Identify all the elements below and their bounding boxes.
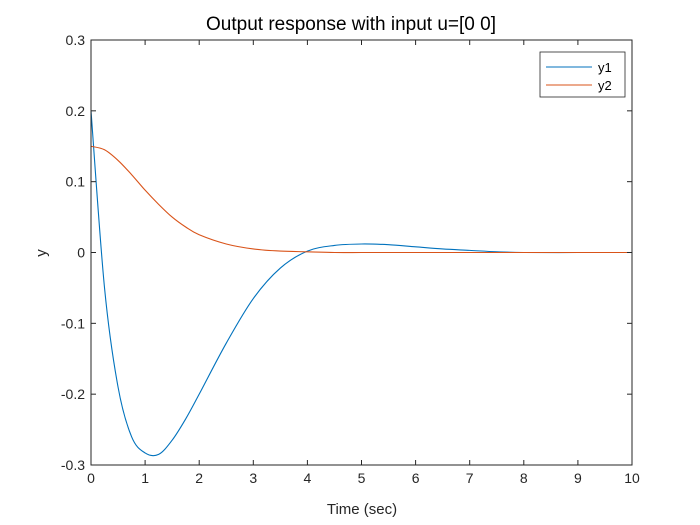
series-line-y2 <box>90 145 632 254</box>
y-tick-label: 0 <box>77 245 85 261</box>
series-layer <box>90 110 632 457</box>
y-tick-label: -0.1 <box>61 315 85 331</box>
y-tick-label: 0.3 <box>66 32 86 48</box>
x-tick-label: 8 <box>520 470 528 486</box>
x-tick-label: 5 <box>358 470 366 486</box>
y-tick-label: -0.3 <box>61 457 85 473</box>
chart-title: Output response with input u=[0 0] <box>206 14 496 35</box>
legend-box <box>539 51 626 98</box>
x-tick-label: 0 <box>87 470 95 486</box>
y-tick-label: 0.1 <box>66 174 86 190</box>
legend-label-y1: y1 <box>598 60 612 75</box>
legend-label-y2: y2 <box>598 78 612 93</box>
y-tick-label: 0.2 <box>66 103 86 119</box>
series-line-y1 <box>90 110 632 457</box>
legend: y1 y2 <box>539 51 626 98</box>
y-axis-label: y <box>33 249 50 257</box>
x-tick-label: 2 <box>195 470 203 486</box>
x-axis-label: Time (sec) <box>327 501 397 518</box>
x-tick-label: 9 <box>574 470 582 486</box>
x-tick-label: 6 <box>412 470 420 486</box>
x-tick-label: 1 <box>141 470 149 486</box>
x-tick-label: 4 <box>304 470 312 486</box>
y-tick-label: -0.2 <box>61 386 85 402</box>
x-tick-label: 3 <box>249 470 257 486</box>
ticks-layer: 0 1 2 3 4 5 6 7 8 9 10 -0.3 -0.2 -0.1 0 0.1 0.2 0.3 <box>61 32 640 486</box>
x-tick-label: 10 <box>624 470 640 486</box>
x-tick-label: 7 <box>466 470 474 486</box>
axes-box <box>90 39 633 466</box>
